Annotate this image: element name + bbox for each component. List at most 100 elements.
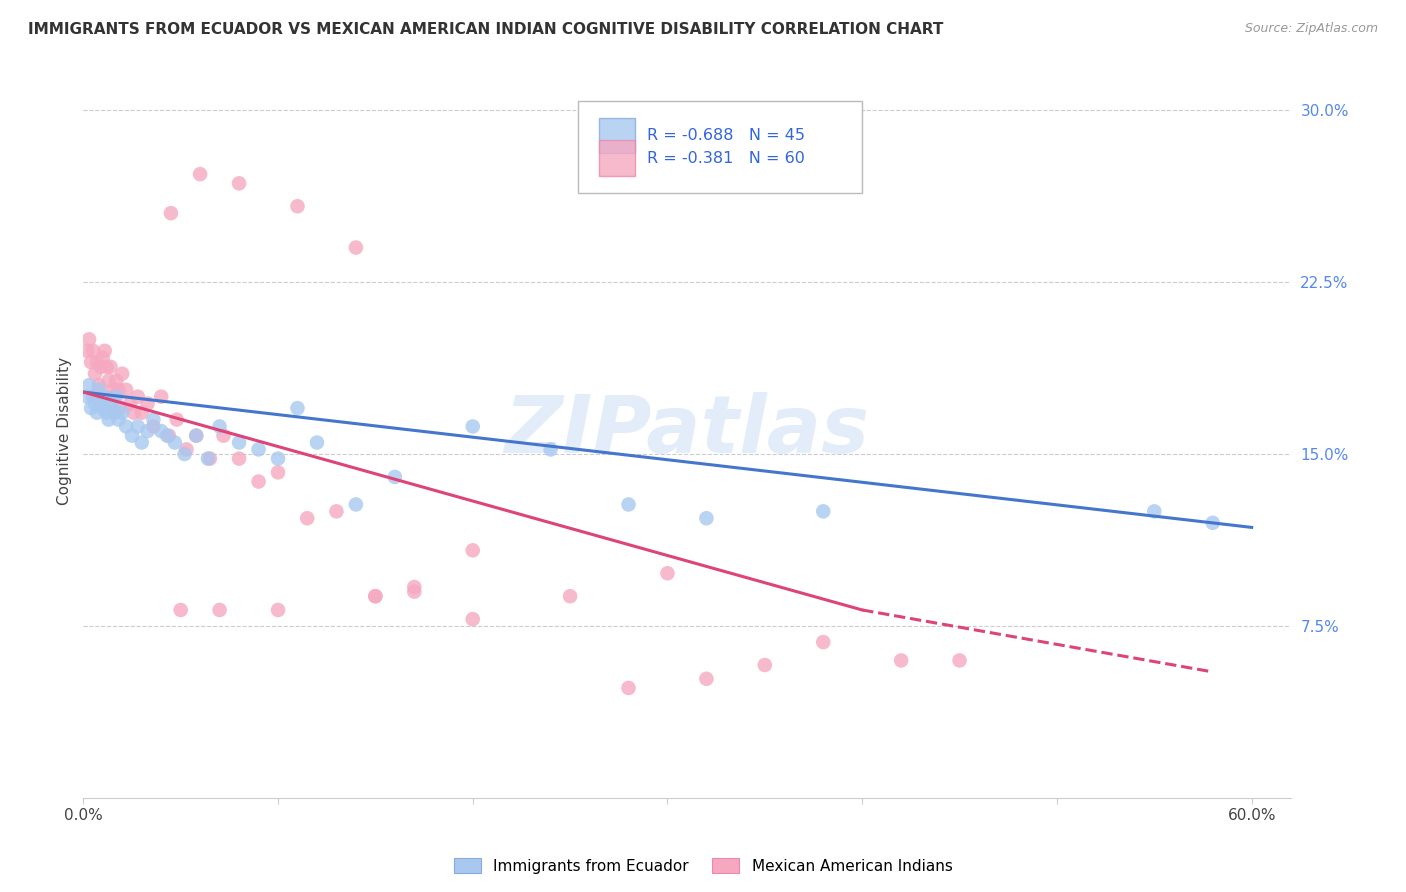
Point — [91, 401, 114, 416]
Point — [186, 428, 208, 442]
Point — [1202, 516, 1225, 530]
Point — [325, 504, 347, 518]
Text: IMMIGRANTS FROM ECUADOR VS MEXICAN AMERICAN INDIAN COGNITIVE DISABILITY CORRELAT: IMMIGRANTS FROM ECUADOR VS MEXICAN AMERI… — [28, 22, 943, 37]
Point — [163, 435, 186, 450]
Point — [142, 412, 165, 426]
FancyBboxPatch shape — [599, 118, 636, 153]
Point — [127, 419, 149, 434]
Point — [96, 406, 118, 420]
Point — [76, 390, 98, 404]
Point — [540, 442, 562, 457]
Point — [84, 396, 107, 410]
Point — [267, 603, 290, 617]
Point — [197, 451, 219, 466]
Point — [212, 428, 235, 442]
Text: R = -0.381   N = 60: R = -0.381 N = 60 — [647, 151, 806, 166]
Point — [100, 396, 122, 410]
Point — [86, 355, 108, 369]
Point — [344, 498, 367, 512]
Point — [118, 396, 141, 410]
Point — [695, 672, 717, 686]
Point — [77, 378, 100, 392]
Point — [97, 412, 120, 426]
Point — [107, 383, 129, 397]
Point — [208, 603, 231, 617]
Point — [228, 177, 250, 191]
Point — [948, 653, 970, 667]
Point — [228, 451, 250, 466]
Point — [160, 206, 183, 220]
Point — [121, 428, 143, 442]
Point — [169, 603, 191, 617]
Point — [813, 635, 835, 649]
Point — [813, 504, 835, 518]
Point — [461, 612, 484, 626]
Point — [86, 406, 108, 420]
Point — [173, 447, 195, 461]
Point — [103, 390, 125, 404]
Point — [695, 511, 717, 525]
Point — [127, 390, 149, 404]
Point — [404, 584, 426, 599]
Point — [101, 383, 124, 397]
Point — [93, 343, 115, 358]
Point — [461, 543, 484, 558]
Point — [136, 424, 159, 438]
Point — [111, 406, 134, 420]
Point — [87, 378, 110, 392]
Point — [87, 383, 110, 397]
Point — [142, 419, 165, 434]
Point — [157, 428, 180, 442]
Point — [287, 401, 309, 416]
Point — [115, 383, 138, 397]
Point — [91, 351, 114, 365]
Point — [97, 374, 120, 388]
Point — [122, 406, 145, 420]
Point — [150, 390, 173, 404]
Text: Source: ZipAtlas.com: Source: ZipAtlas.com — [1244, 22, 1378, 36]
Point — [247, 442, 270, 457]
Point — [101, 401, 124, 416]
Point — [617, 498, 640, 512]
Point — [247, 475, 270, 489]
Point — [80, 401, 103, 416]
Point — [93, 390, 115, 404]
Point — [754, 658, 776, 673]
Point — [558, 589, 581, 603]
Point — [82, 343, 104, 358]
Point — [188, 167, 211, 181]
Point — [103, 406, 125, 420]
Point — [84, 367, 107, 381]
Point — [77, 332, 100, 346]
Point — [107, 412, 129, 426]
Y-axis label: Cognitive Disability: Cognitive Disability — [58, 357, 72, 505]
Point — [96, 359, 118, 374]
Point — [208, 419, 231, 434]
Legend: Immigrants from Ecuador, Mexican American Indians: Immigrants from Ecuador, Mexican America… — [447, 852, 959, 880]
Point — [110, 401, 132, 416]
Point — [267, 466, 290, 480]
Point — [198, 451, 221, 466]
Point — [176, 442, 198, 457]
Point — [105, 374, 128, 388]
Point — [131, 435, 153, 450]
FancyBboxPatch shape — [599, 140, 636, 176]
FancyBboxPatch shape — [578, 101, 862, 193]
Text: R = -0.688   N = 45: R = -0.688 N = 45 — [647, 128, 806, 143]
Text: ZIPatlas: ZIPatlas — [505, 392, 869, 470]
Point — [657, 566, 679, 581]
Point — [461, 419, 484, 434]
Point — [186, 428, 208, 442]
Point — [297, 511, 319, 525]
Point — [115, 419, 138, 434]
Point — [90, 396, 112, 410]
Point — [1143, 504, 1166, 518]
Point — [364, 589, 387, 603]
Point — [156, 428, 179, 442]
Point — [267, 451, 290, 466]
Point — [111, 367, 134, 381]
Point — [166, 412, 188, 426]
Point — [287, 199, 309, 213]
Point — [150, 424, 173, 438]
Point — [90, 359, 112, 374]
